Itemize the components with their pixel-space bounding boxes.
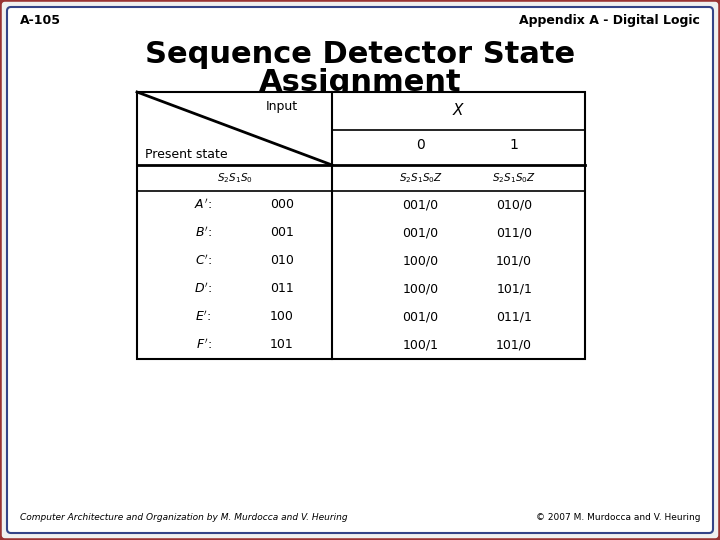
Text: 101/1: 101/1 [496, 282, 532, 295]
Text: 0: 0 [416, 138, 425, 152]
Text: $C'\!:$: $C'\!:$ [194, 254, 212, 268]
FancyBboxPatch shape [7, 7, 713, 533]
Text: 101/0: 101/0 [496, 254, 532, 267]
Text: 001/0: 001/0 [402, 226, 438, 240]
Text: $S_2S_1S_0$: $S_2S_1S_0$ [217, 171, 253, 185]
Text: Input: Input [266, 100, 298, 113]
Text: $D'\!:$: $D'\!:$ [194, 282, 212, 296]
Text: 100/0: 100/0 [402, 282, 438, 295]
Text: Appendix A - Digital Logic: Appendix A - Digital Logic [519, 14, 700, 27]
Text: Sequence Detector State: Sequence Detector State [145, 40, 575, 69]
Text: 011/1: 011/1 [496, 310, 532, 323]
Text: 1: 1 [510, 138, 518, 152]
Text: $E'\!:$: $E'\!:$ [195, 310, 212, 324]
Text: $F'\!:$: $F'\!:$ [196, 338, 212, 352]
Text: 010/0: 010/0 [496, 199, 532, 212]
Text: Present state: Present state [145, 148, 228, 161]
Text: $B'\!:$: $B'\!:$ [194, 226, 212, 240]
Text: 000: 000 [270, 199, 294, 212]
Text: © 2007 M. Murdocca and V. Heuring: © 2007 M. Murdocca and V. Heuring [536, 513, 700, 522]
Text: 001/0: 001/0 [402, 310, 438, 323]
Text: 100/0: 100/0 [402, 254, 438, 267]
Text: $A'\!:$: $A'\!:$ [194, 198, 212, 212]
Text: 001: 001 [270, 226, 294, 240]
Text: 101: 101 [270, 339, 294, 352]
Text: 100: 100 [270, 310, 294, 323]
Text: $X$: $X$ [452, 102, 465, 118]
Text: $S_2S_1S_0Z$: $S_2S_1S_0Z$ [399, 171, 443, 185]
Text: A-105: A-105 [20, 14, 61, 27]
Text: 010: 010 [270, 254, 294, 267]
Text: 001/0: 001/0 [402, 199, 438, 212]
Text: 011: 011 [270, 282, 294, 295]
Text: 100/1: 100/1 [402, 339, 438, 352]
Text: Computer Architecture and Organization by M. Murdocca and V. Heuring: Computer Architecture and Organization b… [20, 513, 348, 522]
Text: 101/0: 101/0 [496, 339, 532, 352]
Text: $S_2S_1S_0Z$: $S_2S_1S_0Z$ [492, 171, 536, 185]
Bar [137, 92, 585, 359]
Text: 011/0: 011/0 [496, 226, 532, 240]
Text: Assignment: Assignment [258, 68, 462, 97]
